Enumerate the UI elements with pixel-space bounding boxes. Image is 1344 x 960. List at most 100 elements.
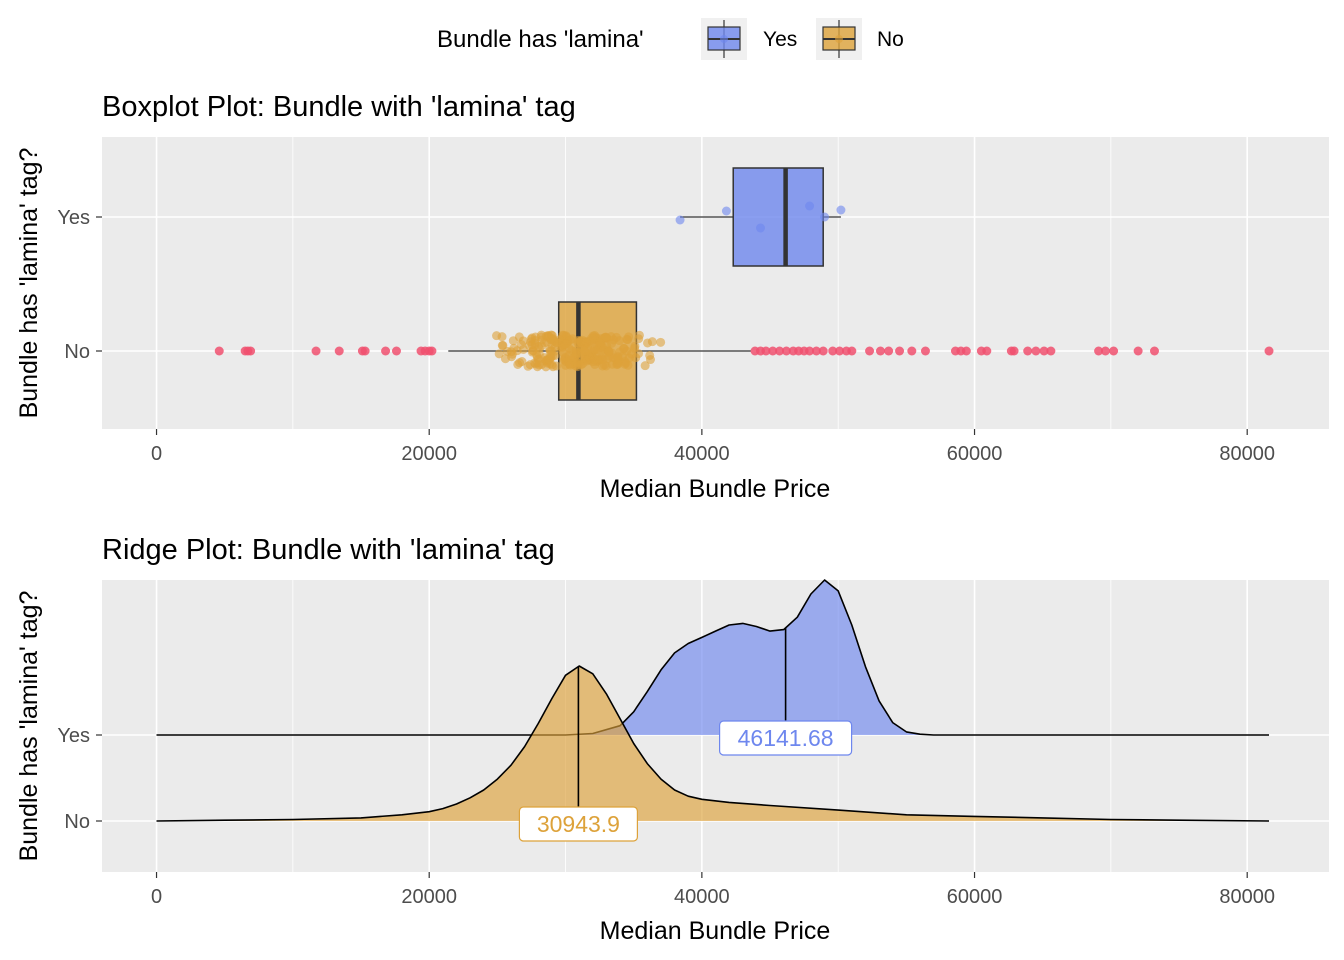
boxplot-x-tick-label: 0	[151, 443, 162, 465]
outlier-point-no	[214, 346, 224, 356]
outlier-point-no	[835, 346, 845, 356]
jitter-point-no	[534, 360, 544, 370]
jitter-point-no	[590, 355, 600, 365]
jitter-point-no	[565, 335, 575, 345]
outlier-point-no	[761, 346, 771, 356]
boxplot-x-tick-label: 40000	[674, 443, 730, 465]
jitter-point-yes	[836, 205, 846, 215]
ridge-x-axis-title: Median Bundle Price	[600, 917, 831, 945]
jitter-point-yes	[675, 215, 685, 225]
jitter-point-no	[634, 349, 644, 359]
ridge-area-yes	[156, 580, 1270, 735]
outlier-point-no	[1264, 346, 1274, 356]
ridge-y-tick-label: No	[64, 811, 90, 833]
outlier-point-no	[982, 346, 992, 356]
outlier-point-no	[865, 346, 875, 356]
outlier-point-no	[360, 346, 370, 356]
outlier-point-no	[1133, 346, 1143, 356]
boxplot-axes: 0 20000 40000 60000 80000 Yes No	[57, 207, 1275, 465]
outlier-point-no	[311, 346, 321, 356]
jitter-point-no	[582, 355, 592, 365]
ridge-title: Ridge Plot: Bundle with 'lamina' tag	[102, 534, 555, 566]
jitter-point-no	[506, 347, 516, 357]
jitter-point-yes	[805, 201, 815, 211]
outlier-point-no	[1149, 346, 1159, 356]
outlier-point-no	[1023, 346, 1033, 356]
outlier-point-no	[920, 346, 930, 356]
jitter-point-no	[595, 338, 605, 348]
median-label-box-yes	[718, 720, 853, 756]
boxplot-y-tick-label: No	[64, 341, 90, 363]
outlier-point-no	[768, 346, 778, 356]
outlier-point-no	[1046, 346, 1056, 356]
ridge-y-tick-label: Yes	[57, 725, 90, 747]
jitter-point-no	[514, 332, 524, 342]
jitter-point-yes	[820, 212, 830, 222]
jitter-point-no	[634, 330, 644, 340]
jitter-point-no	[622, 334, 632, 344]
legend-key-no	[816, 18, 862, 60]
boxplot-marks	[214, 167, 1274, 401]
jitter-point-no	[645, 355, 655, 365]
ridge-panel: 46141.68 30943.9 0 20000 40000 60000 80000 Yes…	[57, 579, 1329, 908]
box-yes	[732, 167, 824, 267]
jitter-point-no	[656, 337, 666, 347]
jitter-point-no	[604, 346, 614, 356]
outlier-point-no	[1009, 346, 1019, 356]
ridge-marks: 46141.68 30943.9	[156, 579, 1270, 842]
boxplot-x-tick-label: 60000	[947, 443, 1003, 465]
boxplot-x-tick-label: 80000	[1219, 443, 1275, 465]
jitter-point-no	[561, 357, 571, 367]
jitter-point-no	[517, 357, 527, 367]
legend-label-no: No	[877, 28, 904, 51]
boxplot-y-axis-title: Bundle has 'lamina' tag?	[15, 148, 43, 419]
legend-label-yes: Yes	[763, 28, 797, 51]
outlier-point-no	[847, 346, 857, 356]
ridge-x-tick-label: 80000	[1219, 886, 1275, 908]
outlier-point-no	[875, 346, 885, 356]
jitter-point-no	[497, 332, 507, 342]
legend: Bundle has 'lamina' Yes No	[437, 18, 904, 60]
jitter-point-no	[550, 342, 560, 352]
outlier-point-no	[1094, 346, 1104, 356]
ridge-x-tick-label: 20000	[401, 886, 457, 908]
outlier-point-no	[895, 346, 905, 356]
outlier-point-no	[811, 346, 821, 356]
jitter-point-no	[630, 341, 640, 351]
median-label-yes: 46141.68	[738, 725, 834, 751]
ridge-y-axis-title: Bundle has 'lamina' tag?	[15, 591, 43, 862]
boxplot-title: Boxplot Plot: Bundle with 'lamina' tag	[102, 91, 576, 123]
jitter-point-no	[494, 349, 504, 359]
jitter-point-no	[573, 360, 583, 370]
outlier-point-no	[884, 346, 894, 356]
jitter-point-no	[613, 353, 623, 363]
outlier-point-no	[334, 346, 344, 356]
outlier-point-no	[1109, 346, 1119, 356]
outlier-point-no	[818, 346, 828, 356]
legend-key-yes	[701, 18, 747, 60]
jitter-point-no	[599, 360, 609, 370]
outlier-point-no	[1039, 346, 1049, 356]
boxplot-x-tick-label: 20000	[401, 443, 457, 465]
outlier-point-no	[961, 346, 971, 356]
jitter-point-no	[579, 346, 589, 356]
jitter-point-no	[544, 355, 554, 365]
legend-title: Bundle has 'lamina'	[437, 26, 644, 53]
median-label-no: 30943.9	[537, 811, 620, 837]
ridge-outline-yes	[156, 579, 1269, 736]
jitter-point-no	[601, 332, 611, 342]
jitter-point-no	[640, 361, 650, 371]
boxplot-panel-bg	[102, 137, 1329, 429]
outlier-point-no	[805, 346, 815, 356]
jitter-point-no	[621, 358, 631, 368]
jitter-point-no	[619, 344, 629, 354]
jitter-point-no	[524, 341, 534, 351]
ridge-axes: 0 20000 40000 60000 80000 Yes No	[57, 725, 1275, 908]
boxplot-y-tick-label: Yes	[57, 207, 90, 229]
jitter-point-no	[530, 332, 540, 342]
jitter-point-no	[571, 349, 581, 359]
jitter-point-no	[558, 348, 568, 358]
outlier-point-no	[246, 346, 256, 356]
median-label-box-no	[518, 806, 639, 842]
